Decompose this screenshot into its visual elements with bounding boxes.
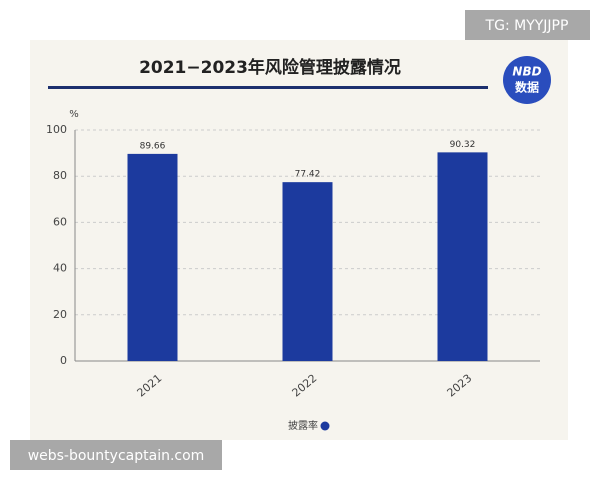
overlay-box [10,440,222,470]
value-label: 77.42 [295,170,321,180]
bar [282,182,333,361]
logo-text: 数据 [515,80,539,95]
y-tick-label: 100 [46,123,67,136]
overlay-text: webs-bountycaptain.com [28,448,205,464]
y-tick-label: 0 [60,354,67,367]
y-tick-label: 40 [53,262,67,275]
y-tick-label: 20 [53,308,67,321]
title-underline [48,86,488,89]
bar [127,153,178,361]
legend-swatch [320,421,330,431]
value-label: 89.66 [140,141,166,151]
legend-label: 披露率 [288,419,318,432]
y-tick-label: 80 [53,169,67,182]
overlay-box [465,10,590,40]
chart-title: 2021−2023年风险管理披露情况 [139,57,401,78]
overlay-text: TG: MYYJJPP [485,18,569,34]
value-label: 90.32 [450,140,476,150]
y-tick-label: 60 [53,215,67,228]
bar [437,152,488,361]
y-axis-label: % [69,109,79,120]
logo-text: NBD [512,65,541,79]
logo-circle [503,56,551,104]
